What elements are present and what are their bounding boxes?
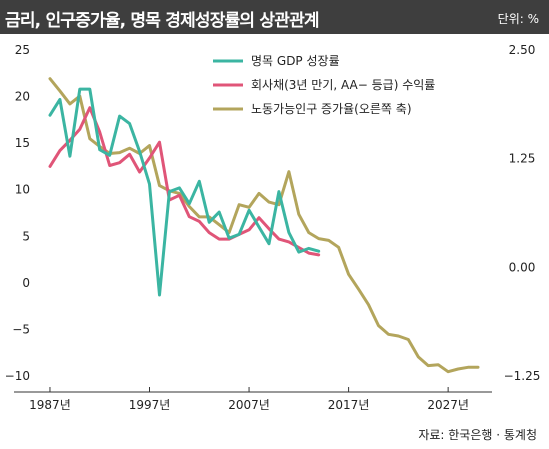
y-right-tick-label: 2.50 (509, 43, 536, 57)
y-left-tick-label: 5 (22, 229, 30, 243)
y-left-tick-label: 15 (15, 136, 30, 150)
y-left-tick-label: 25 (15, 43, 30, 57)
y-left-tick-label: 10 (15, 183, 30, 197)
unit-label: 단위: % (497, 12, 539, 26)
y-left-tick-label: −10 (5, 369, 30, 383)
series-lines (48, 77, 480, 374)
legend-label-2: 노동가능인구 증가율(오른쪽 축) (251, 102, 412, 116)
x-tick-label: 1987년 (29, 398, 71, 412)
x-tick-label: 2027년 (427, 398, 469, 412)
title-bar: 금리, 인구증가율, 명목 경제성장률의 상관관계 단위: % (0, 0, 549, 34)
y-right-tick-label: −1.25 (504, 369, 541, 383)
y-right-tick-label: 1.25 (509, 152, 536, 166)
legend-label-1: 회사채(3년 만기, AA− 등급) 수익률 (251, 78, 435, 92)
y-left-tick-label: −5 (12, 322, 30, 336)
y-right-axis: 2.50 1.25 0.00 −1.25 (504, 43, 541, 383)
chart-title: 금리, 인구증가율, 명목 경제성장률의 상관관계 (5, 11, 320, 31)
y-left-axis: 25 20 15 10 5 0 −5 −10 (5, 43, 30, 383)
y-left-tick-label: 20 (15, 90, 30, 104)
x-tick-label: 2017년 (328, 398, 370, 412)
x-axis: 1987년 1997년 2007년 2017년 2027년 (14, 387, 492, 412)
series-line-2 (48, 77, 480, 374)
series-line-0 (48, 87, 321, 297)
series-line-1 (48, 106, 321, 257)
y-right-tick-label: 0.00 (509, 260, 536, 274)
x-tick-label: 2007년 (228, 398, 270, 412)
source-note: 자료: 한국은행 · 통계청 (418, 428, 537, 442)
y-left-tick-label: 0 (22, 276, 30, 290)
x-tick-label: 1997년 (129, 398, 171, 412)
legend-label-0: 명목 GDP 성장률 (251, 54, 340, 68)
